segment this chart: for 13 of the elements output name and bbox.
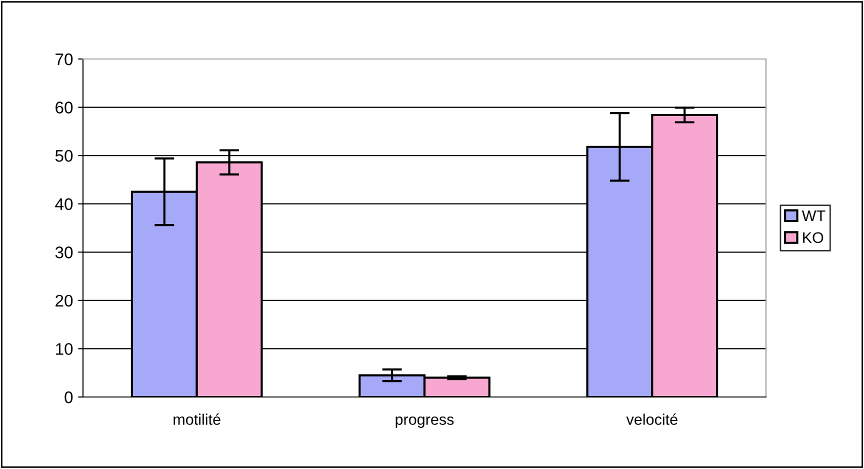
y-tick-label: 70 bbox=[56, 53, 73, 66]
y-tick-label: 0 bbox=[64, 391, 73, 404]
y-tick-label: 10 bbox=[56, 343, 73, 355]
y-tick-label: 40 bbox=[55, 198, 73, 210]
x-tick-label: motilité bbox=[174, 413, 220, 425]
legend-label: WT bbox=[802, 210, 826, 222]
x-tick-label: velocité bbox=[626, 413, 678, 425]
y-tick-label: 20 bbox=[56, 294, 73, 307]
y-tick-label: 50 bbox=[55, 150, 73, 162]
x-tick-label: progress bbox=[396, 416, 454, 428]
legend-label: KO bbox=[803, 232, 824, 244]
y-tick-label: 30 bbox=[55, 246, 73, 258]
y-tick-label: 60 bbox=[56, 102, 73, 114]
